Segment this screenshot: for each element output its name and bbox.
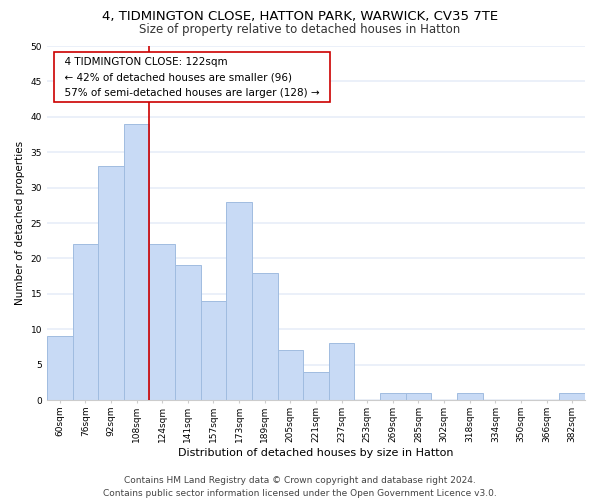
Text: 4 TIDMINGTON CLOSE: 122sqm
  ← 42% of detached houses are smaller (96)
  57% of : 4 TIDMINGTON CLOSE: 122sqm ← 42% of deta… xyxy=(58,56,326,98)
Text: Size of property relative to detached houses in Hatton: Size of property relative to detached ho… xyxy=(139,22,461,36)
Bar xyxy=(380,393,406,400)
Bar xyxy=(226,202,252,400)
Bar xyxy=(47,336,73,400)
Bar xyxy=(98,166,124,400)
Bar xyxy=(303,372,329,400)
Bar xyxy=(73,244,98,400)
Bar xyxy=(559,393,585,400)
Text: 4, TIDMINGTON CLOSE, HATTON PARK, WARWICK, CV35 7TE: 4, TIDMINGTON CLOSE, HATTON PARK, WARWIC… xyxy=(102,10,498,23)
Bar xyxy=(149,244,175,400)
Bar xyxy=(457,393,482,400)
Bar xyxy=(406,393,431,400)
Bar xyxy=(200,301,226,400)
Y-axis label: Number of detached properties: Number of detached properties xyxy=(15,141,25,305)
X-axis label: Distribution of detached houses by size in Hatton: Distribution of detached houses by size … xyxy=(178,448,454,458)
Bar xyxy=(175,266,200,400)
Bar xyxy=(124,124,149,400)
Bar xyxy=(278,350,303,400)
Bar xyxy=(252,272,278,400)
Bar xyxy=(329,344,355,400)
Text: Contains HM Land Registry data © Crown copyright and database right 2024.
Contai: Contains HM Land Registry data © Crown c… xyxy=(103,476,497,498)
